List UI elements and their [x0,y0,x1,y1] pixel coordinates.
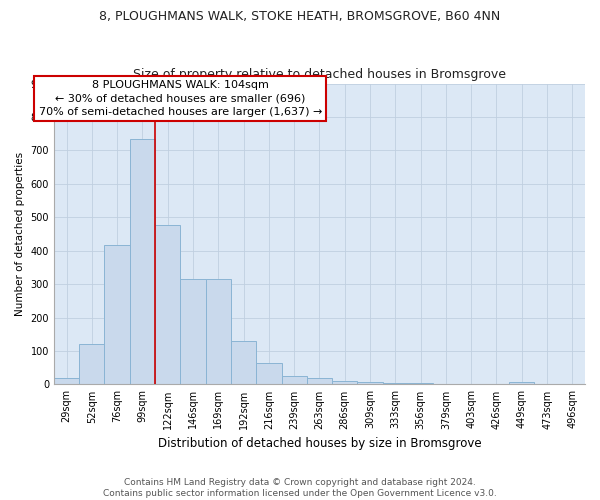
Bar [281,376,307,384]
Y-axis label: Number of detached properties: Number of detached properties [15,152,25,316]
Bar [206,279,231,384]
Text: Contains HM Land Registry data © Crown copyright and database right 2024.
Contai: Contains HM Land Registry data © Crown c… [103,478,497,498]
Bar [155,224,181,384]
Bar [130,140,155,384]
Bar [509,382,535,384]
Bar [104,244,130,384]
Text: 8 PLOUGHMANS WALK: 104sqm
← 30% of detached houses are smaller (696)
70% of semi: 8 PLOUGHMANS WALK: 104sqm ← 30% of detac… [38,80,322,117]
Bar [79,344,104,385]
Bar [332,381,358,384]
Bar [231,341,256,384]
Bar [358,382,383,384]
X-axis label: Distribution of detached houses by size in Bromsgrove: Distribution of detached houses by size … [158,437,481,450]
Title: Size of property relative to detached houses in Bromsgrove: Size of property relative to detached ho… [133,68,506,81]
Bar [256,362,281,384]
Bar [307,378,332,384]
Text: 8, PLOUGHMANS WALK, STOKE HEATH, BROMSGROVE, B60 4NN: 8, PLOUGHMANS WALK, STOKE HEATH, BROMSGR… [100,10,500,23]
Bar [54,378,79,384]
Bar [181,279,206,384]
